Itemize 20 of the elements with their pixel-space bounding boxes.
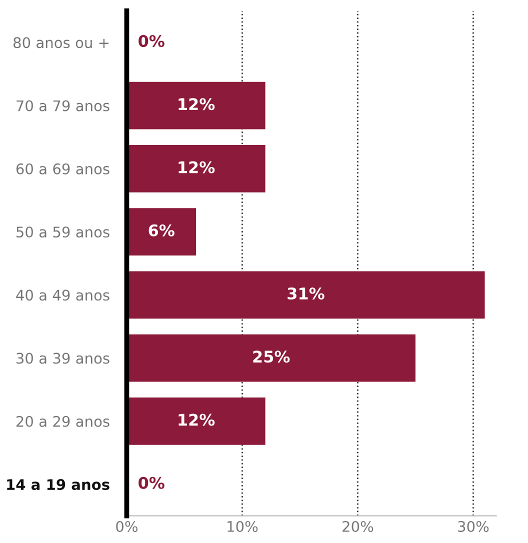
y-tick-label: 40 a 49 anos — [16, 290, 110, 301]
y-tick-label: 50 a 59 anos — [16, 226, 110, 238]
data-label: 12% — [178, 414, 215, 426]
x-tick-label: 20% — [342, 520, 374, 532]
y-tick-label: 14 a 19 anos — [7, 479, 110, 490]
data-label: 0% — [138, 34, 164, 48]
x-tick-label: 0% — [116, 520, 138, 532]
data-label: 6% — [148, 224, 174, 236]
y-tick-label: 70 a 79 anos — [16, 100, 110, 112]
x-tick-label: 30% — [458, 520, 489, 532]
y-tick-label: 20 a 29 anos — [16, 416, 110, 427]
data-label: 12% — [178, 161, 215, 174]
y-tick-label: 60 a 69 anos — [16, 163, 110, 174]
data-label: 25% — [253, 350, 290, 363]
data-label: 0% — [138, 476, 164, 489]
y-tick-label: 30 a 39 anos — [16, 352, 110, 364]
data-label: 12% — [178, 98, 215, 110]
y-tick-label: 80 anos ou + — [13, 37, 109, 48]
x-tick-label: 10% — [228, 520, 258, 532]
data-label: 31% — [288, 287, 324, 300]
